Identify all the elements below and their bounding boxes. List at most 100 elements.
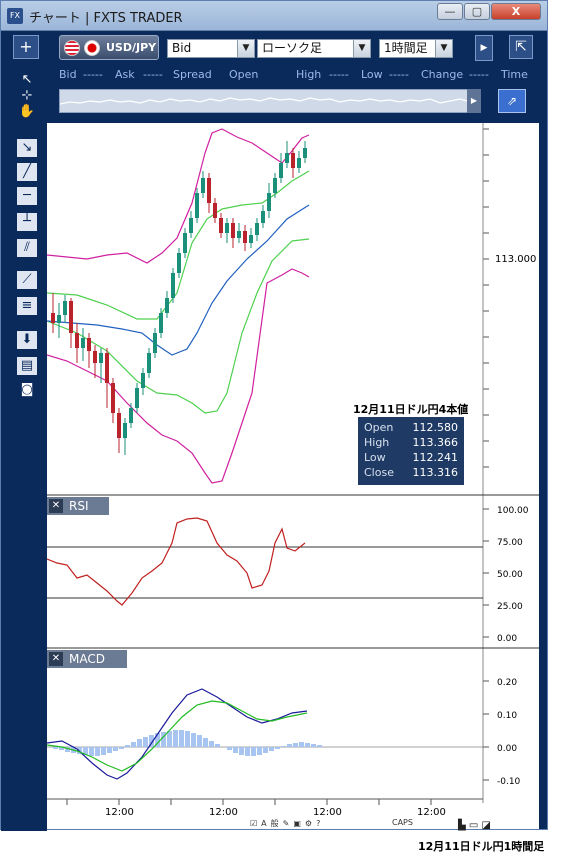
chart-toolbar: + USD/JPY Bid ▼ ローソク足 ▼ 1時間足 ▼ ▶ ⇱	[1, 31, 547, 63]
vertical-line-icon[interactable]: ┴	[17, 213, 37, 231]
tray-icon[interactable]: A	[261, 819, 267, 828]
hand-icon[interactable]: ✋	[18, 104, 36, 119]
quote-value-low: -----	[389, 68, 409, 81]
chevron-down-icon: ▼	[353, 40, 370, 57]
candle-body	[141, 373, 145, 388]
quote-label-low: Low	[361, 68, 383, 81]
chart-style-value: ローソク足	[262, 41, 323, 55]
time-axis-label: 12:00	[105, 807, 134, 818]
tray-icon[interactable]: ⚙	[304, 819, 313, 828]
rsi-tick-label: 100.00	[497, 506, 529, 516]
candle-body	[57, 315, 61, 323]
horizontal-line-icon[interactable]: ─	[17, 187, 37, 205]
tray-icon[interactable]: ✎	[282, 819, 290, 828]
macd-histogram-bar	[251, 747, 256, 756]
tray-icon[interactable]: 般	[270, 819, 279, 828]
macd-line	[46, 688, 308, 780]
list-icon[interactable]: ▤	[17, 357, 37, 375]
macd-histogram-bar	[137, 739, 142, 747]
parallel-lines-icon[interactable]: ⫽	[17, 239, 37, 257]
candle-body	[273, 178, 277, 193]
macd-histogram-bar	[203, 738, 208, 747]
close-button[interactable]: X	[491, 3, 541, 20]
pin-icon[interactable]: ↘	[17, 139, 37, 157]
candle-body	[255, 223, 259, 235]
candle-body	[237, 231, 241, 238]
time-axis-label: 12:00	[417, 807, 446, 818]
macd-histogram-bar	[107, 747, 112, 753]
macd-panel-header: ✕ MACD	[47, 650, 127, 668]
tray-icon[interactable]: ◪	[481, 820, 491, 831]
symbol-selector-button[interactable]: USD/JPY	[59, 35, 159, 60]
candle-body	[231, 223, 235, 238]
toolbar-scroll-button[interactable]: ▶	[475, 35, 493, 61]
close-rsi-icon[interactable]: ✕	[49, 499, 63, 513]
quote-label-high: High	[296, 68, 322, 81]
macd-histogram-bar	[299, 742, 304, 747]
navigator-scroll-right-button[interactable]: ▶	[467, 89, 481, 113]
price-type-value: Bid	[172, 41, 192, 55]
navigator-preview	[60, 97, 480, 105]
tray-icon[interactable]: ▣	[293, 819, 301, 828]
ohlc-row-high: High 113.366	[364, 435, 458, 450]
tray-icon[interactable]: ☑	[250, 819, 258, 828]
timeframe-select[interactable]: 1時間足 ▼	[379, 39, 453, 58]
chart-navigator[interactable]	[59, 89, 481, 113]
chart-window: FX チャート | FXTS TRADER — ▢ X + USD/JPY Bi…	[0, 0, 548, 831]
rsi-tick-label: 75.00	[497, 538, 523, 548]
trendline-icon[interactable]: ╱	[17, 163, 37, 181]
rsi-tick-label: 0.00	[497, 634, 517, 644]
quote-label-spread: Spread	[173, 68, 212, 81]
candle-body	[261, 211, 265, 223]
download-icon[interactable]: ⬇	[17, 331, 37, 349]
chart-style-select[interactable]: ローソク足 ▼	[257, 39, 371, 58]
macd-histogram-bar	[275, 747, 280, 749]
quote-value-bid: -----	[83, 68, 103, 81]
macd-histogram-bar	[131, 742, 136, 747]
system-tray-right: ▙ ▭ ◪	[458, 820, 491, 831]
chart-area[interactable]: 113.000 100.00 75.00 50.00 25.00 0.00 0.20 0.10…	[46, 123, 539, 829]
macd-histogram-bar	[65, 747, 70, 752]
ohlc-value: 113.366	[412, 436, 459, 449]
macd-histogram-bar	[269, 747, 274, 751]
candle-body	[249, 235, 253, 243]
candle-body	[225, 223, 229, 233]
tray-icon[interactable]: ▭	[468, 820, 479, 831]
add-chart-button[interactable]: +	[13, 35, 39, 59]
rsi-tick-label: 50.00	[497, 570, 523, 580]
candle-body	[81, 338, 85, 348]
candle-body	[207, 178, 211, 203]
pointer-icon[interactable]: ↖	[21, 72, 33, 87]
quote-value-change: -----	[469, 68, 489, 81]
close-macd-icon[interactable]: ✕	[49, 652, 63, 666]
candle-body	[183, 233, 187, 253]
camera-icon[interactable]: ◙	[20, 382, 34, 397]
fibonacci-icon[interactable]: ≡	[17, 297, 37, 315]
title-bar[interactable]: FX チャート | FXTS TRADER — ▢ X	[1, 1, 547, 31]
help-icon[interactable]: ?	[316, 819, 321, 828]
macd-histogram-bar	[89, 747, 94, 756]
macd-histogram-bar	[95, 747, 100, 756]
macd-histogram-bar	[239, 747, 244, 755]
navigator-expand-button[interactable]: ⇗	[498, 89, 526, 113]
detach-window-button[interactable]: ⇱	[509, 35, 533, 59]
rsi-panel-header: ✕ RSI	[47, 497, 109, 515]
tray-icon[interactable]: ▙	[458, 820, 466, 831]
candle-body	[63, 301, 67, 315]
candle-body	[123, 423, 127, 438]
us-flag-icon	[64, 40, 80, 56]
macd-histogram-bar	[287, 744, 292, 747]
price-type-select[interactable]: Bid ▼	[167, 39, 255, 58]
maximize-button[interactable]: ▢	[464, 3, 490, 20]
vertical-scrollbar[interactable]	[539, 113, 547, 829]
chevron-down-icon: ▼	[435, 40, 452, 57]
macd-histogram-bar	[155, 733, 160, 747]
crosshair-icon[interactable]: ⊹	[21, 88, 33, 103]
macd-histogram-bar	[245, 747, 250, 756]
quote-header: Bid ----- Ask ----- Spread Open High ---…	[59, 68, 539, 82]
minimize-button[interactable]: —	[437, 3, 463, 20]
rsi-title: RSI	[69, 499, 89, 513]
macd-histogram-bar	[197, 735, 202, 747]
fan-icon[interactable]: ⟋	[17, 271, 37, 289]
macd-histogram-bar	[161, 732, 166, 747]
